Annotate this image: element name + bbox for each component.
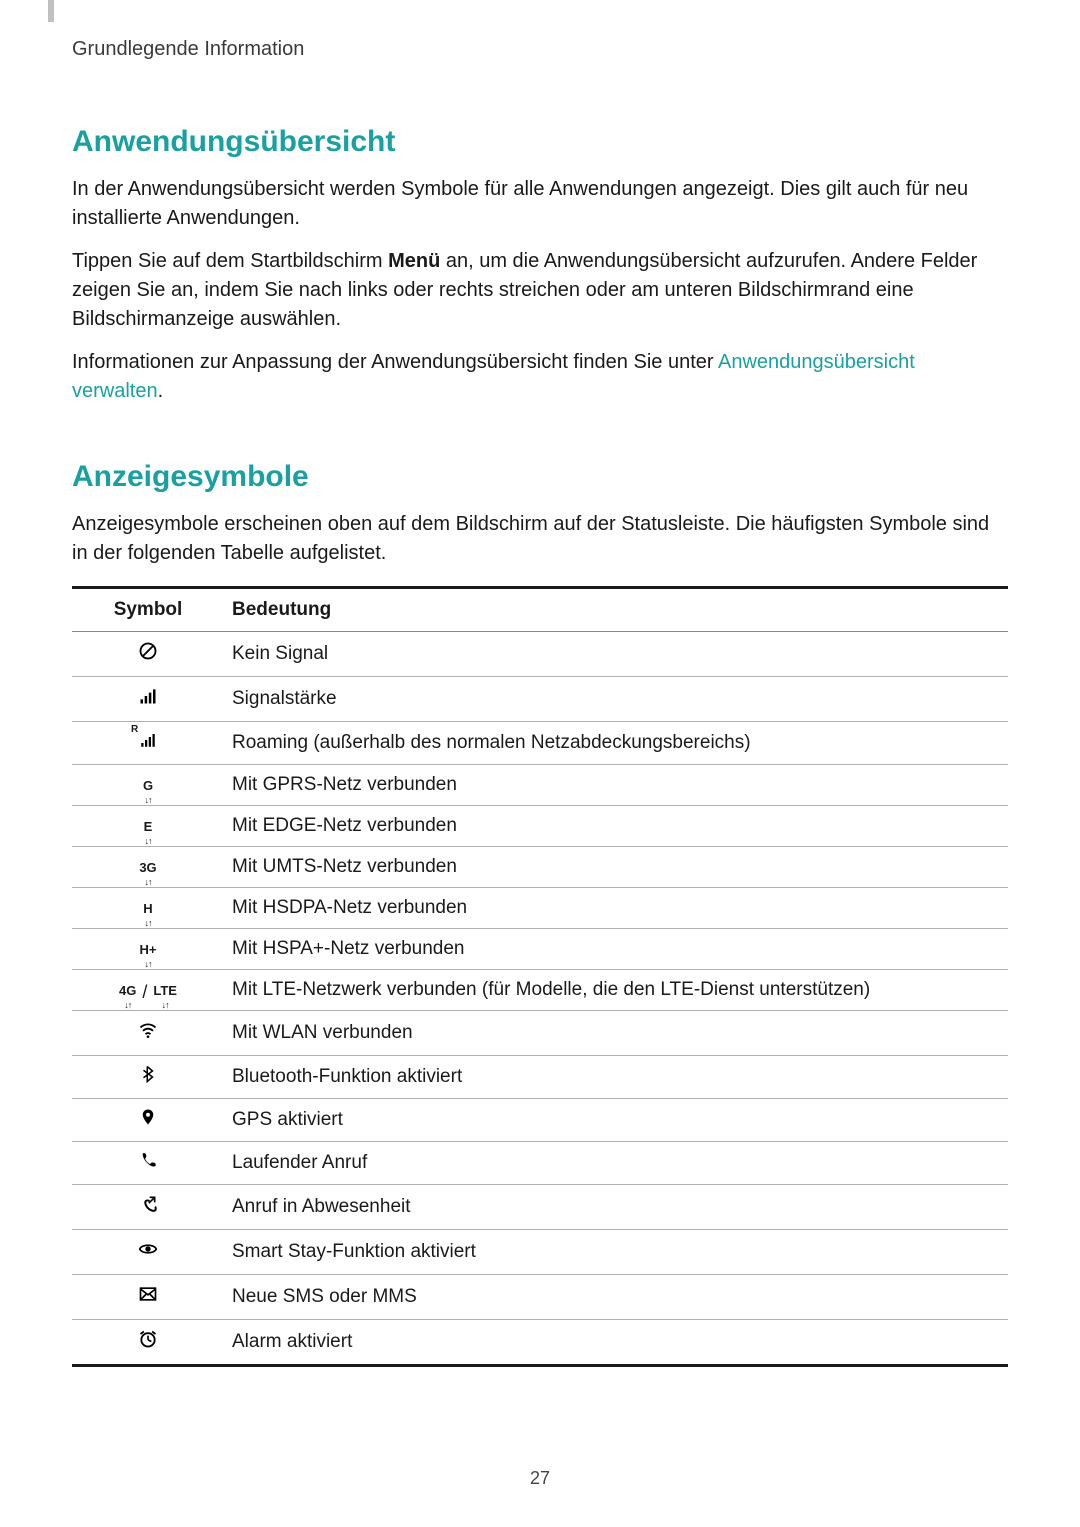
network-h-icon: H↓↑ bbox=[143, 901, 152, 918]
meaning-cell: Alarm aktiviert bbox=[232, 1320, 1008, 1366]
symbol-cell bbox=[72, 1230, 232, 1275]
symbol-cell: 4G↓↑/LTE↓↑ bbox=[72, 970, 232, 1011]
meaning-cell: Mit GPRS-Netz verbunden bbox=[232, 765, 1008, 806]
table-row: H↓↑ Mit HSDPA-Netz verbunden bbox=[72, 888, 1008, 929]
symbol-cell: H↓↑ bbox=[72, 888, 232, 929]
symbol-cell bbox=[72, 1011, 232, 1056]
symbol-cell bbox=[72, 1275, 232, 1320]
document-page: Grundlegende Information Anwendungsübers… bbox=[0, 0, 1080, 1527]
meaning-cell: Kein Signal bbox=[232, 632, 1008, 677]
table-row: Laufender Anruf bbox=[72, 1142, 1008, 1185]
text: Informationen zur Anpassung der Anwendun… bbox=[72, 351, 718, 373]
table-row: Smart Stay-Funktion aktiviert bbox=[72, 1230, 1008, 1275]
symbol-cell bbox=[72, 1185, 232, 1230]
network-h+-icon: H+↓↑ bbox=[140, 942, 157, 959]
breadcrumb: Grundlegende Information bbox=[72, 38, 1008, 61]
missed-call-icon bbox=[138, 1194, 158, 1218]
table-header-symbol: Symbol bbox=[72, 588, 232, 632]
roaming-icon: R bbox=[139, 731, 157, 753]
table-row: H+↓↑ Mit HSPA+-Netz verbunden bbox=[72, 929, 1008, 970]
table-row: R Roaming (außerhalb des normalen Netzabd… bbox=[72, 722, 1008, 765]
symbol-cell bbox=[72, 677, 232, 722]
meaning-cell: Neue SMS oder MMS bbox=[232, 1275, 1008, 1320]
table-row: Bluetooth-Funktion aktiviert bbox=[72, 1056, 1008, 1099]
meaning-cell: Mit UMTS-Netz verbunden bbox=[232, 847, 1008, 888]
symbol-cell bbox=[72, 1056, 232, 1099]
text: Tippen Sie auf dem Startbildschirm bbox=[72, 250, 388, 272]
symbol-cell: E↓↑ bbox=[72, 806, 232, 847]
symbol-cell bbox=[72, 1142, 232, 1185]
symbol-table: Symbol Bedeutung Kein SignalSignalstärke… bbox=[72, 586, 1008, 1367]
table-row: 4G↓↑/LTE↓↑ Mit LTE-Netzwerk verbunden (fü… bbox=[72, 970, 1008, 1011]
text: . bbox=[158, 380, 164, 402]
gps-icon bbox=[139, 1108, 157, 1130]
section-title-anzeigesymbole: Anzeigesymbole bbox=[72, 460, 1008, 494]
symbol-cell bbox=[72, 632, 232, 677]
meaning-cell: Mit LTE-Netzwerk verbunden (für Modelle,… bbox=[232, 970, 1008, 1011]
meaning-cell: Mit EDGE-Netz verbunden bbox=[232, 806, 1008, 847]
symbol-cell: R bbox=[72, 722, 232, 765]
call-icon bbox=[139, 1151, 157, 1173]
table-row: Signalstärke bbox=[72, 677, 1008, 722]
paragraph: Tippen Sie auf dem Startbildschirm Menü … bbox=[72, 247, 1008, 334]
table-row: E↓↑ Mit EDGE-Netz verbunden bbox=[72, 806, 1008, 847]
paragraph: Anzeigesymbole erscheinen oben auf dem B… bbox=[72, 510, 1008, 568]
table-header-meaning: Bedeutung bbox=[232, 588, 1008, 632]
bluetooth-icon bbox=[139, 1065, 157, 1087]
meaning-cell: Roaming (außerhalb des normalen Netzabde… bbox=[232, 722, 1008, 765]
table-row: Kein Signal bbox=[72, 632, 1008, 677]
table-header-row: Symbol Bedeutung bbox=[72, 588, 1008, 632]
network-g-icon: G↓↑ bbox=[143, 778, 153, 795]
smart-stay-icon bbox=[138, 1239, 158, 1263]
meaning-cell: Laufender Anruf bbox=[232, 1142, 1008, 1185]
sms-icon bbox=[138, 1284, 158, 1308]
network-lte-icon: 4G↓↑/LTE↓↑ bbox=[119, 983, 177, 1001]
page-tab-notch bbox=[48, 0, 54, 22]
network-3g-icon: 3G↓↑ bbox=[139, 860, 156, 877]
meaning-cell: Anruf in Abwesenheit bbox=[232, 1185, 1008, 1230]
table-row: 3G↓↑ Mit UMTS-Netz verbunden bbox=[72, 847, 1008, 888]
alarm-icon bbox=[138, 1329, 158, 1353]
meaning-cell: Mit HSDPA-Netz verbunden bbox=[232, 888, 1008, 929]
page-number: 27 bbox=[0, 1468, 1080, 1489]
meaning-cell: Signalstärke bbox=[232, 677, 1008, 722]
network-e-icon: E↓↑ bbox=[144, 819, 153, 836]
meaning-cell: Mit WLAN verbunden bbox=[232, 1011, 1008, 1056]
table-row: Alarm aktiviert bbox=[72, 1320, 1008, 1366]
table-row: Neue SMS oder MMS bbox=[72, 1275, 1008, 1320]
meaning-cell: Smart Stay-Funktion aktiviert bbox=[232, 1230, 1008, 1275]
symbol-cell: G↓↑ bbox=[72, 765, 232, 806]
symbol-cell: H+↓↑ bbox=[72, 929, 232, 970]
symbol-cell bbox=[72, 1099, 232, 1142]
meaning-cell: Mit HSPA+-Netz verbunden bbox=[232, 929, 1008, 970]
symbol-cell: 3G↓↑ bbox=[72, 847, 232, 888]
paragraph: In der Anwendungsübersicht werden Symbol… bbox=[72, 175, 1008, 233]
paragraph: Informationen zur Anpassung der Anwendun… bbox=[72, 348, 1008, 406]
meaning-cell: Bluetooth-Funktion aktiviert bbox=[232, 1056, 1008, 1099]
section-title-anwendungsuebersicht: Anwendungsübersicht bbox=[72, 125, 1008, 159]
meaning-cell: GPS aktiviert bbox=[232, 1099, 1008, 1142]
table-row: Anruf in Abwesenheit bbox=[72, 1185, 1008, 1230]
text-bold: Menü bbox=[388, 250, 440, 272]
signal-icon bbox=[138, 686, 158, 710]
table-row: GPS aktiviert bbox=[72, 1099, 1008, 1142]
wifi-icon bbox=[138, 1020, 158, 1044]
table-row: G↓↑ Mit GPRS-Netz verbunden bbox=[72, 765, 1008, 806]
symbol-cell bbox=[72, 1320, 232, 1366]
no-signal-icon bbox=[138, 641, 158, 665]
table-row: Mit WLAN verbunden bbox=[72, 1011, 1008, 1056]
